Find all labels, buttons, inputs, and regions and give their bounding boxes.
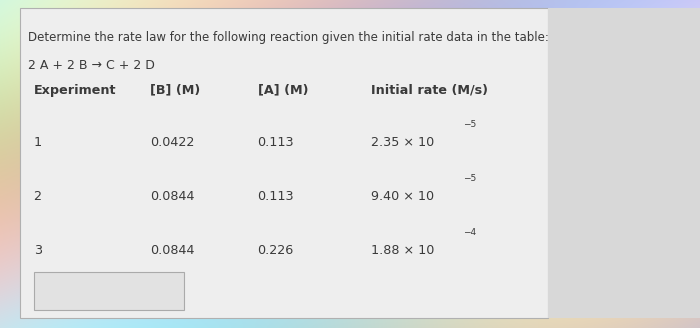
Text: Experiment: Experiment — [34, 84, 116, 97]
Text: 0.113: 0.113 — [258, 190, 294, 203]
Text: 0.0844: 0.0844 — [150, 244, 195, 257]
Text: 2 A + 2 B → C + 2 D: 2 A + 2 B → C + 2 D — [28, 59, 155, 72]
Text: 9.40 × 10: 9.40 × 10 — [371, 190, 434, 203]
Text: 2.35 × 10: 2.35 × 10 — [371, 136, 434, 149]
Text: Initial rate (M/s): Initial rate (M/s) — [371, 84, 488, 97]
FancyBboxPatch shape — [34, 272, 184, 310]
Text: −5: −5 — [463, 174, 477, 183]
Text: 0.0844: 0.0844 — [150, 190, 195, 203]
Text: 1: 1 — [34, 136, 42, 149]
FancyBboxPatch shape — [20, 8, 548, 318]
Text: 0.0422: 0.0422 — [150, 136, 195, 149]
Text: 0.226: 0.226 — [258, 244, 294, 257]
Text: 3: 3 — [34, 244, 42, 257]
Text: −5: −5 — [463, 120, 477, 129]
Text: 2: 2 — [34, 190, 41, 203]
Text: 0.113: 0.113 — [258, 136, 294, 149]
Text: −4: −4 — [463, 228, 477, 237]
Text: 1.88 × 10: 1.88 × 10 — [371, 244, 435, 257]
Text: [B] (M): [B] (M) — [150, 84, 201, 97]
FancyBboxPatch shape — [548, 8, 700, 318]
Text: Determine the rate law for the following reaction given the initial rate data in: Determine the rate law for the following… — [28, 31, 549, 44]
Text: [A] (M): [A] (M) — [258, 84, 308, 97]
